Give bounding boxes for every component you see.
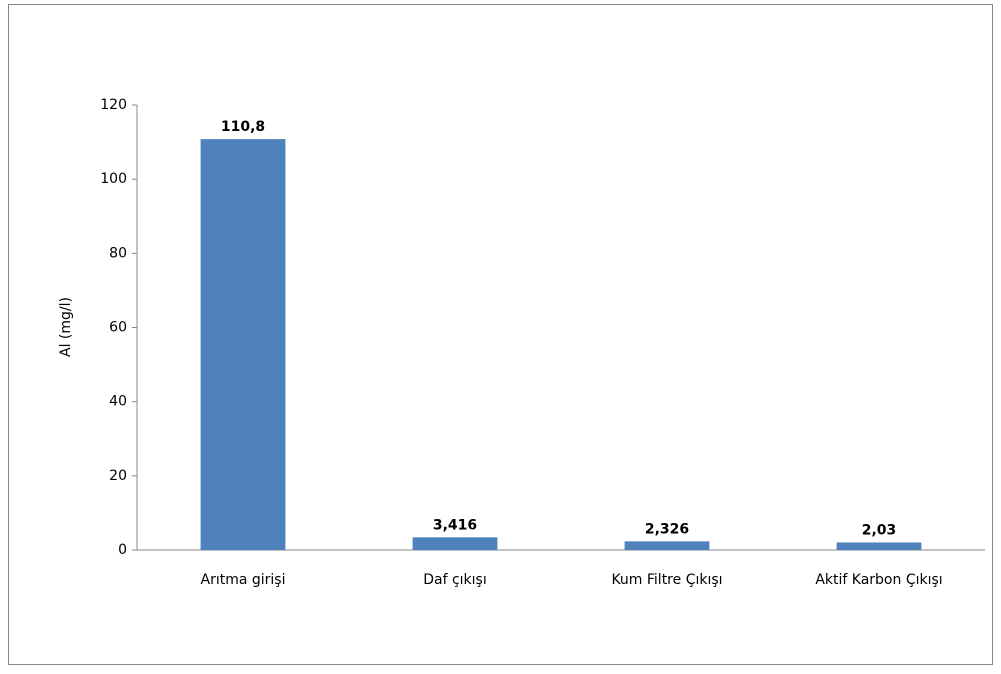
x-tick-label: Arıtma girişi bbox=[201, 572, 286, 588]
y-tick-label: 60 bbox=[109, 320, 127, 336]
y-tick-label: 20 bbox=[109, 468, 127, 484]
bar bbox=[200, 139, 286, 550]
chart-frame bbox=[8, 4, 993, 665]
x-tick-label: Kum Filtre Çıkışı bbox=[611, 572, 722, 588]
value-label: 3,416 bbox=[433, 517, 477, 533]
bar bbox=[836, 542, 922, 550]
y-tick-label: 100 bbox=[100, 171, 127, 187]
x-tick-label: Daf çıkışı bbox=[423, 572, 487, 588]
y-tick-label: 120 bbox=[100, 97, 127, 113]
value-label: 2,326 bbox=[645, 521, 689, 537]
value-label: 110,8 bbox=[221, 119, 265, 135]
y-tick-label: 0 bbox=[118, 542, 127, 558]
y-tick-label: 40 bbox=[109, 394, 127, 410]
bar bbox=[624, 541, 710, 550]
x-tick-label: Aktif Karbon Çıkışı bbox=[815, 572, 942, 588]
y-axis-label: Al (mg/l) bbox=[58, 297, 74, 357]
y-tick-label: 80 bbox=[109, 245, 127, 261]
bar bbox=[412, 537, 498, 550]
value-label: 2,03 bbox=[862, 522, 897, 538]
